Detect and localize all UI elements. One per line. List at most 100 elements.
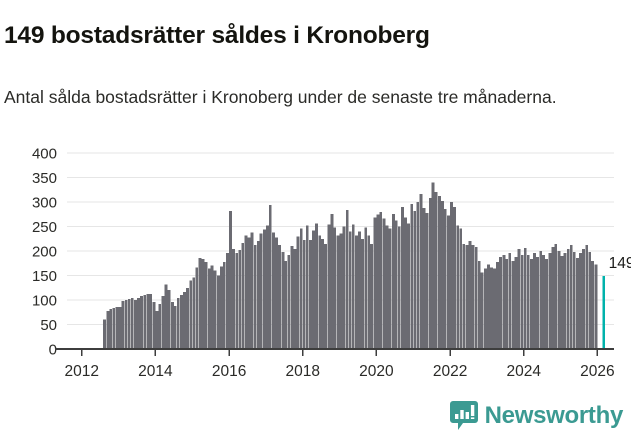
bar <box>130 298 134 349</box>
bar <box>576 257 579 349</box>
bar <box>530 258 533 349</box>
bar <box>204 261 208 349</box>
bar <box>493 268 497 349</box>
x-axis-tick-label: 2026 <box>580 363 614 380</box>
bar <box>259 233 263 349</box>
bar <box>382 218 386 349</box>
x-axis-tick-label: 2020 <box>359 363 394 380</box>
y-axis-tick-label: 100 <box>32 293 57 310</box>
bar <box>186 288 189 349</box>
bar <box>250 232 254 349</box>
bar <box>345 209 349 349</box>
bar <box>167 290 171 349</box>
bar <box>358 231 361 349</box>
bar <box>410 203 414 349</box>
x-axis-tick-label: 2016 <box>212 363 246 380</box>
bar <box>198 257 202 349</box>
y-axis-tick-label: 150 <box>32 268 57 285</box>
bar <box>158 303 162 349</box>
bar <box>413 210 417 349</box>
bar <box>238 250 242 349</box>
bar <box>342 226 346 349</box>
bar <box>118 306 122 349</box>
bar <box>272 232 276 349</box>
bar <box>143 295 147 349</box>
bar <box>275 237 278 349</box>
bar <box>450 202 453 349</box>
bar <box>164 284 168 349</box>
x-axis-tick-label: 2024 <box>507 363 542 380</box>
bar <box>321 239 325 349</box>
bar <box>124 300 128 349</box>
highlighted-value-label: 149 <box>609 255 631 272</box>
bar <box>453 206 456 349</box>
newsworthy-logo-text: Newsworthy <box>484 402 624 429</box>
bar <box>333 227 337 349</box>
bar <box>213 270 217 349</box>
bar <box>471 245 475 349</box>
bar <box>416 202 420 349</box>
bar <box>327 224 331 349</box>
y-axis-tick-label: 350 <box>32 170 57 187</box>
bar <box>425 212 429 349</box>
bar <box>210 265 214 349</box>
bar <box>127 299 131 349</box>
bar <box>312 230 315 349</box>
bar <box>394 220 398 349</box>
bar <box>401 206 404 349</box>
bar <box>533 252 536 349</box>
bar <box>290 246 294 349</box>
bar <box>462 244 466 349</box>
bar <box>569 245 573 349</box>
bar <box>566 249 570 349</box>
bar <box>422 207 426 349</box>
page-subtitle: Antal sålda bostadsrätter i Kronoberg un… <box>4 86 557 107</box>
bar <box>535 256 539 349</box>
bar <box>339 233 343 349</box>
bar <box>367 235 371 349</box>
bar <box>103 319 106 349</box>
bar <box>474 247 478 349</box>
bar <box>115 306 119 349</box>
bar <box>364 227 368 349</box>
bar <box>465 245 469 349</box>
bar <box>302 240 306 349</box>
bar <box>391 213 395 349</box>
bar <box>284 260 288 349</box>
bar <box>106 310 110 349</box>
bar <box>588 251 592 349</box>
x-axis-tick-label: 2018 <box>286 363 320 380</box>
bar-highlighted <box>602 275 606 349</box>
bar <box>591 260 595 349</box>
bar <box>437 196 441 349</box>
bar <box>419 194 423 349</box>
bar <box>309 240 312 349</box>
bar <box>296 236 300 349</box>
bar <box>219 266 223 349</box>
chart-footer: Newsworthy <box>0 398 631 439</box>
bar <box>299 228 303 349</box>
bar <box>361 239 364 349</box>
bar <box>287 254 291 349</box>
bar <box>517 249 521 349</box>
bar <box>134 300 137 349</box>
bar-chart-speech-bubble-icon <box>449 401 478 430</box>
y-axis-tick-label: 300 <box>32 195 57 212</box>
bar <box>351 224 355 349</box>
page-title: 149 bostadsrätter såldes i Kronoberg <box>4 22 430 50</box>
bar <box>146 294 150 349</box>
bar <box>545 258 548 349</box>
bar <box>434 192 438 349</box>
bar <box>241 243 245 349</box>
bar <box>551 247 555 349</box>
newsworthy-logo[interactable]: Newsworthy <box>449 401 624 431</box>
bar <box>318 235 322 349</box>
bar <box>373 217 377 349</box>
bar <box>121 300 125 349</box>
bar <box>456 225 460 349</box>
bar <box>137 298 140 349</box>
bar <box>207 268 211 349</box>
bar <box>314 223 318 349</box>
bar <box>222 261 226 349</box>
y-axis-tick-label: 400 <box>32 146 57 163</box>
